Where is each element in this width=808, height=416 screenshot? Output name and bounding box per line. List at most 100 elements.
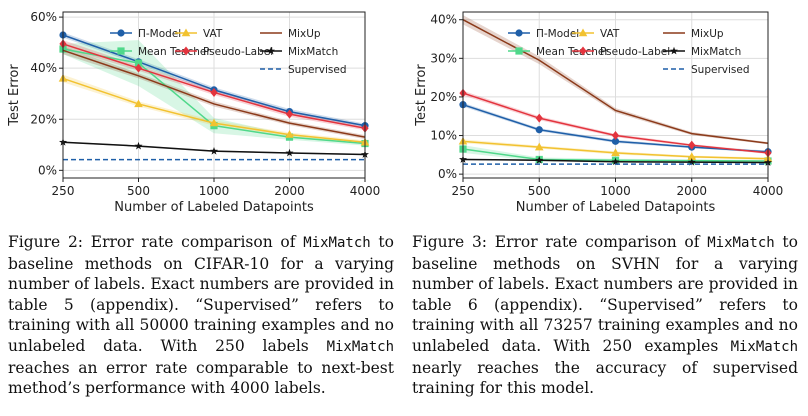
x-tick-label: 4000 (753, 184, 784, 198)
chart-cifar10: 0% 20% 40% 60% 250 500 1000 2000 4000 Number of L… (7, 10, 380, 215)
data-point (210, 146, 218, 155)
error-band (63, 74, 365, 145)
error-band (63, 46, 365, 140)
legend-label: Pseudo-Label (600, 46, 670, 58)
data-point (687, 152, 697, 160)
legend-marker (670, 46, 678, 55)
x-tick-label: 1000 (600, 184, 631, 198)
y-tick-label: 10% (430, 129, 457, 143)
legend-label: MixUp (691, 28, 724, 40)
caption-figure-2: Figure 2: Error rate comparison of MixMa… (8, 232, 394, 399)
chart-svhn: 0% 10% 20% 30% 40% 250 500 1000 2000 4000 Number o… (414, 11, 784, 215)
legend-marker (515, 47, 523, 55)
y-tick-label: 20% (30, 112, 57, 126)
data-point (611, 137, 620, 145)
caption-text: training examples and no unlabeled data.… (8, 316, 394, 355)
x-tick-label: 2000 (676, 184, 707, 198)
caption-label: Figure 2: (8, 233, 84, 251)
data-point (611, 148, 620, 157)
x-tick-label: 4000 (350, 184, 381, 198)
y-tick-label: 40% (430, 13, 457, 27)
y-tick-label: 60% (30, 10, 57, 24)
caption-number: 250 (215, 336, 245, 355)
x-tick-label: 250 (452, 184, 475, 198)
caption-method: MixMatch (730, 338, 798, 355)
legend-label: VAT (203, 28, 223, 40)
data-point (688, 140, 696, 150)
data-point (534, 142, 544, 151)
data-point (535, 156, 544, 164)
data-point (285, 130, 294, 138)
data-point (611, 157, 620, 166)
legend-label: MixUp (288, 28, 321, 40)
data-point (285, 109, 294, 119)
x-axis-label: Number of Labeled Datapoints (516, 200, 716, 215)
legend-marker (578, 28, 588, 37)
caption-text: labels (244, 336, 327, 355)
caption-method: MixMatch (707, 235, 775, 251)
caption-number: 73257 (543, 316, 593, 335)
legend-marker (182, 46, 190, 56)
y-axis-label: Test Error (414, 64, 429, 127)
caption-text: Error rate comparison of (83, 233, 304, 251)
y-tick-label: 30% (430, 51, 457, 65)
caption-number: 50000 (139, 316, 189, 335)
y-tick-label: 0% (438, 167, 457, 181)
legend-marker (515, 29, 523, 37)
y-tick-label: 0% (38, 163, 57, 177)
x-tick-label: 500 (528, 184, 551, 198)
legend-marker (579, 46, 587, 56)
legend-label: VAT (600, 28, 620, 40)
legend-label: Pseudo-Label (203, 46, 273, 58)
data-point (285, 148, 294, 157)
legend-label: Mean Teacher (536, 46, 609, 58)
caption-text: to baseline methods on SVHN for a varyin… (412, 233, 798, 335)
x-tick-label: 1000 (199, 184, 230, 198)
caption-text: Error rate comparison of (487, 233, 708, 251)
data-point (535, 126, 543, 134)
data-point (134, 99, 143, 108)
x-axis-label: Number of Labeled Datapoints (114, 200, 314, 215)
caption-text: to baseline methods on CIFAR-10 for a va… (8, 233, 394, 335)
data-point (687, 157, 696, 166)
legend-marker (117, 29, 125, 37)
legend-label: Mean Teacher (138, 46, 211, 58)
caption-method: MixMatch (303, 235, 371, 251)
data-point (611, 131, 620, 141)
caption-text: training examples and no unlabeled data.… (412, 316, 798, 355)
legend-label: Π-Model (536, 28, 579, 40)
error-band (63, 32, 365, 128)
legend-label: Supervised (691, 64, 750, 76)
series-line (62, 49, 366, 138)
caption-number: 4000 (230, 379, 270, 398)
y-axis-label: Test Error (7, 64, 22, 127)
caption-text: labels. (269, 379, 326, 398)
y-tick-label: 40% (30, 61, 57, 75)
caption-figure-3: Figure 3: Error rate comparison of MixMa… (412, 232, 798, 399)
legend-marker (267, 46, 275, 55)
caption-text: reaches an error rate comparable to next… (8, 358, 394, 398)
data-point (134, 63, 143, 73)
figure-canvas: 0% 20% 40% 60% 250 500 1000 2000 4000 Number of L… (7, 10, 784, 215)
caption-text: nearly reaches the accuracy of supervise… (412, 358, 798, 398)
x-tick-label: 2000 (274, 184, 305, 198)
legend-label: MixMatch (288, 46, 338, 58)
x-tick-label: 500 (127, 184, 150, 198)
legend-label: Π-Model (138, 28, 181, 40)
legend-marker (117, 47, 125, 55)
y-tick-label: 20% (430, 90, 457, 104)
data-point (134, 141, 143, 150)
data-point (535, 113, 543, 123)
caption-method: MixMatch (326, 338, 394, 355)
data-point (209, 118, 219, 127)
x-tick-label: 250 (52, 184, 75, 198)
series-line (462, 19, 769, 144)
data-point (134, 59, 143, 67)
caption-label: Figure 3: (412, 233, 488, 251)
legend-label: MixMatch (691, 46, 741, 58)
legend-label: Supervised (288, 64, 347, 76)
data-point (210, 87, 218, 97)
legend-marker (181, 28, 191, 37)
caption-number: 250 (602, 336, 633, 355)
caption-text: examples (632, 336, 731, 355)
